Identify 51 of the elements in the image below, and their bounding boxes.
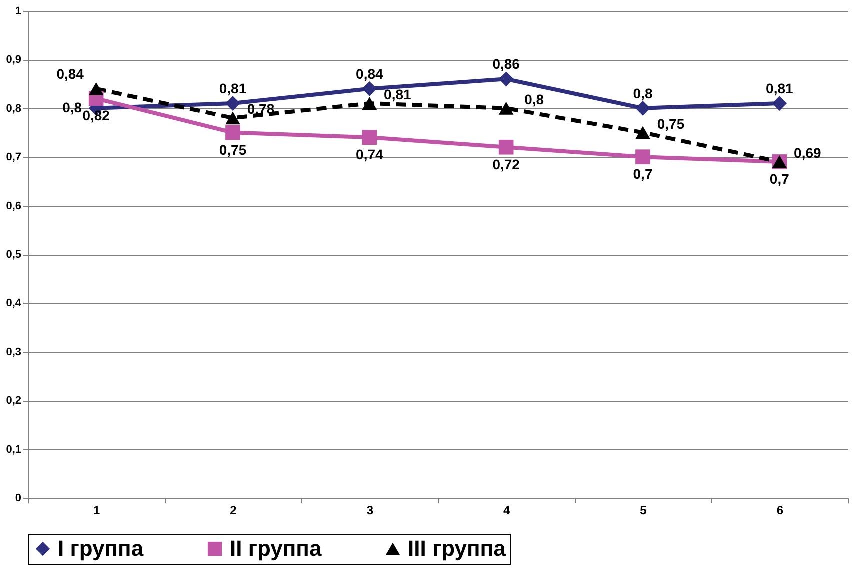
data-label: 0,75 bbox=[219, 142, 247, 158]
data-label: 0,81 bbox=[766, 80, 794, 97]
y-tick-label: 0,8 bbox=[6, 102, 22, 115]
point bbox=[362, 82, 378, 96]
x-tick-label: 1 bbox=[93, 504, 100, 518]
legend-label: III группа bbox=[408, 536, 507, 561]
y-tick-label: 0,2 bbox=[6, 395, 22, 408]
point bbox=[362, 97, 378, 110]
point bbox=[636, 150, 650, 165]
data-label: 0,75 bbox=[657, 116, 685, 132]
x-tick-label: 3 bbox=[366, 504, 374, 518]
x-tick-label: 5 bbox=[640, 504, 648, 518]
y-tick-label: 1 bbox=[15, 6, 22, 18]
point bbox=[498, 72, 514, 87]
data-label: 0,8 bbox=[524, 91, 544, 108]
data-label: 0,82 bbox=[82, 108, 110, 124]
legend-label: I группа bbox=[58, 536, 144, 561]
point bbox=[636, 126, 650, 140]
y-tick-label: 0,3 bbox=[6, 346, 22, 358]
y-tick-label: 0,7 bbox=[6, 152, 22, 164]
point bbox=[772, 96, 788, 111]
legend-label: II группа bbox=[230, 536, 322, 561]
point bbox=[226, 125, 240, 140]
data-label: 0,7 bbox=[633, 166, 653, 182]
data-label: 0,8 bbox=[62, 99, 82, 116]
data-label: 0,81 bbox=[219, 80, 247, 97]
point bbox=[226, 96, 240, 111]
point bbox=[226, 112, 240, 125]
y-tick-label: 0 bbox=[15, 492, 22, 504]
data-label: 0,84 bbox=[56, 66, 84, 82]
data-label: 0,74 bbox=[356, 146, 384, 163]
x-tick-label: 2 bbox=[230, 504, 238, 518]
y-tick-label: 0,9 bbox=[6, 54, 22, 66]
y-tick-label: 0,5 bbox=[6, 249, 22, 261]
data-label: 0,8 bbox=[633, 85, 653, 102]
data-label: 0,7 bbox=[770, 170, 790, 187]
point bbox=[498, 102, 514, 115]
data-label: 0,72 bbox=[492, 156, 520, 172]
y-tick-label: 0,6 bbox=[6, 200, 22, 212]
data-label: 0,84 bbox=[356, 66, 384, 82]
x-tick-label: 4 bbox=[503, 504, 510, 518]
point bbox=[362, 130, 378, 146]
y-tick-label: 0,1 bbox=[6, 444, 22, 456]
point bbox=[88, 82, 104, 96]
data-label: 0,86 bbox=[492, 56, 520, 72]
point bbox=[636, 100, 650, 116]
x-tick-label: 6 bbox=[776, 504, 784, 518]
data-label: 0,69 bbox=[794, 144, 822, 161]
y-tick-label: 0,4 bbox=[6, 298, 22, 310]
point bbox=[498, 140, 514, 155]
data-label: 0,81 bbox=[384, 86, 412, 103]
